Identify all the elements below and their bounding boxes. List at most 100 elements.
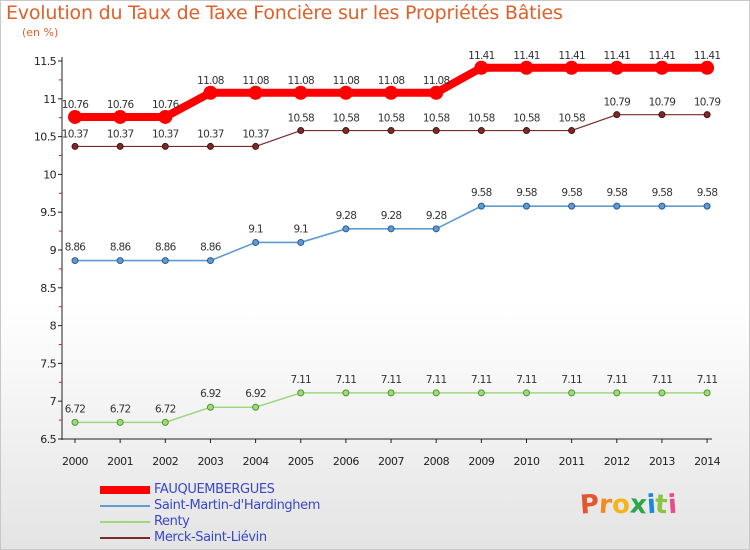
data-label: 10.79 [649,97,676,109]
proxiti-logo: Proxiti [578,489,678,521]
data-point [206,142,214,150]
data-point [658,389,666,397]
data-label: 7.11 [471,374,492,386]
line-chart: 6.5 7 7.5 8 8.5 9 9.5 10 10.5 11 11.5 2000 2001 2002 2… [34,50,721,468]
y-tick-label: 10.5 [34,131,57,144]
logo-letter: x [628,489,648,521]
legend-swatch [100,505,150,507]
data-point [568,127,576,135]
data-point [297,127,305,135]
data-label: 10.37 [62,128,89,140]
y-tick-label: 9 [50,244,57,257]
x-tick-label: 2002 [152,455,178,468]
data-label: 9.58 [652,187,673,199]
data-point [609,60,624,75]
data-point [474,60,489,75]
data-point [523,202,530,210]
data-label: 6.72 [65,403,86,415]
legend-item: Merck-Saint-Liévin [100,530,430,546]
legend-label: FAUQUEMBERGUES [154,482,275,497]
data-label: 7.11 [336,374,357,386]
data-label: 6.72 [110,403,131,415]
y-tick-label: 9.5 [40,206,56,219]
data-point [116,418,124,426]
data-point [654,60,669,75]
y-tick-label: 11 [43,93,56,106]
data-label: 6.72 [155,403,176,415]
data-point [477,127,485,135]
series-4: 10.37 10.37 10.37 10.37 10.37 10.58 10.58 10.58… [62,97,721,150]
data-point [613,202,621,210]
data-point [206,403,214,411]
data-label: 7.11 [381,374,402,386]
data-label: 9.1 [248,223,263,235]
logo-letter: i [666,489,678,521]
data-label: 9.58 [607,187,628,199]
data-point [519,60,534,75]
data-label: 10.37 [242,128,269,140]
data-label: 10.76 [152,99,180,111]
data-label: 11.41 [558,50,585,62]
data-label: 7.11 [561,374,582,386]
unit-label: (en %) [22,26,59,39]
series-3: 6.72 6.72 6.72 6.92 6.92 7.11 7.11 7.11 7.11 7.11… [65,374,718,426]
x-tick-label: 2010 [514,455,540,468]
x-tick-label: 2008 [423,455,449,468]
data-point [116,142,124,150]
data-label: 10.79 [694,97,721,109]
data-point [432,389,440,397]
y-tick-label: 6.5 [40,433,56,446]
y-tick-label: 8 [50,320,57,333]
data-point [203,85,218,100]
data-label: 10.58 [513,113,540,125]
data-label: 9.1 [293,223,308,235]
legend-item: FAUQUEMBERGUES [100,482,430,498]
data-point [384,85,399,100]
x-tick-label: 2007 [378,455,404,468]
data-label: 11.41 [604,50,631,62]
x-tick-label: 2000 [62,455,88,468]
legend-label: Renty [154,514,190,529]
data-point [703,389,711,397]
data-point [293,85,308,100]
data-label: 11.41 [649,50,676,62]
data-label: 8.86 [200,242,222,254]
data-label: 10.79 [604,97,631,109]
x-tick-label: 2014 [694,455,720,468]
series-1: 10.76 10.76 10.76 11.08 11.08 11.08 11.08 11.08… [62,50,721,124]
data-point [613,389,621,397]
data-label: 11.41 [694,50,721,62]
data-point [158,109,173,124]
data-label: 10.58 [378,113,405,125]
data-point [161,418,169,426]
data-point [429,85,444,100]
data-point [477,202,485,210]
data-label: 8.86 [155,242,177,254]
data-point [387,389,395,397]
y-tick-label: 7.5 [40,357,56,370]
data-label: 10.58 [558,113,585,125]
data-label: 9.58 [471,187,492,199]
data-label: 11.08 [197,75,224,87]
data-label: 10.58 [423,113,450,125]
data-label: 8.86 [110,242,132,254]
x-tick-label: 2011 [559,455,585,468]
x-tick-label: 2012 [604,455,630,468]
data-point [161,257,169,265]
logo-letter: P [578,489,601,521]
data-label: 7.11 [290,374,311,386]
legend-swatch [100,486,150,494]
data-label: 9.28 [381,210,402,222]
data-label: 10.58 [287,113,314,125]
data-point [206,257,214,265]
legend-swatch [100,537,150,539]
data-label: 8.86 [65,242,87,254]
y-tick-label: 11.5 [34,55,57,68]
data-label: 10.76 [107,99,135,111]
data-label: 7.11 [697,374,718,386]
data-point [161,142,169,150]
data-point [68,109,82,124]
data-point [297,389,305,397]
data-label: 9.58 [697,187,718,199]
data-label: 9.28 [426,210,447,222]
